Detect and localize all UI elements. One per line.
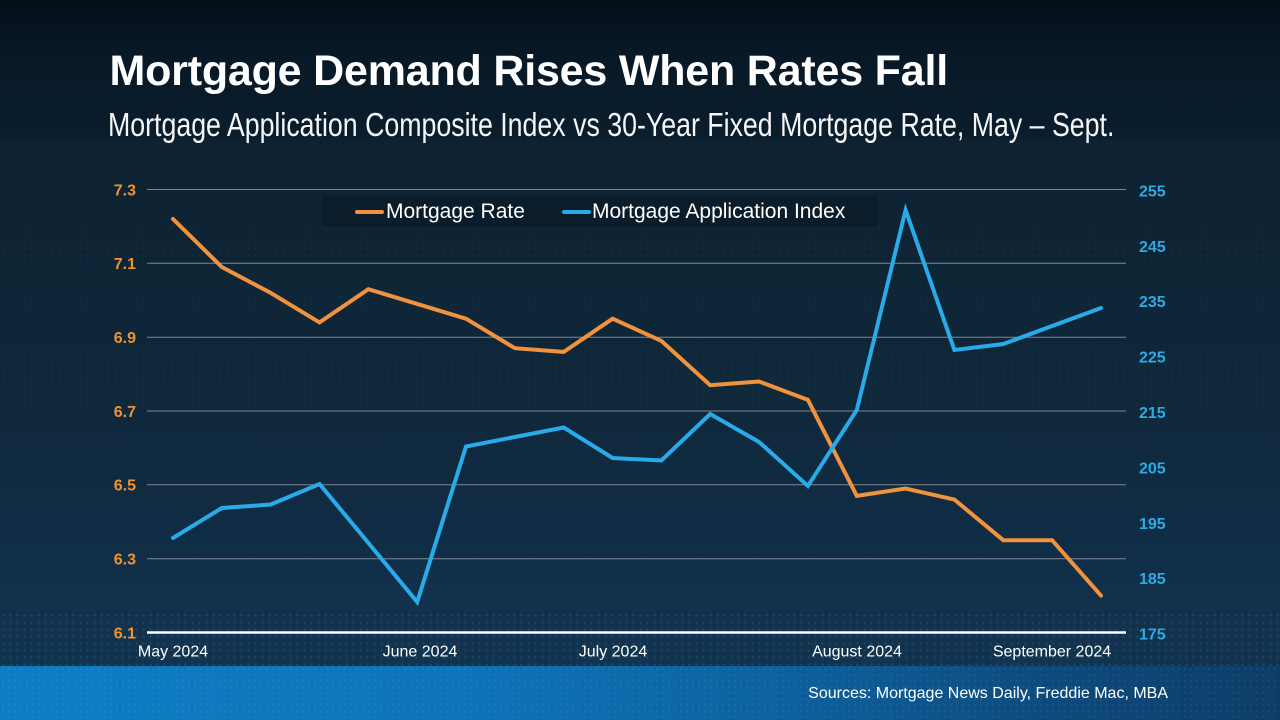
svg-text:175: 175 [1139,627,1166,644]
svg-text:225: 225 [1139,350,1166,367]
svg-text:255: 255 [1139,183,1166,200]
svg-text:August 2024: August 2024 [812,644,902,661]
svg-text:245: 245 [1139,239,1166,256]
svg-text:6.3: 6.3 [114,552,136,569]
svg-text:185: 185 [1139,571,1166,588]
svg-text:6.7: 6.7 [114,404,136,421]
svg-text:195: 195 [1139,516,1166,533]
svg-text:215: 215 [1139,405,1166,422]
svg-text:6.1: 6.1 [114,625,136,642]
svg-text:September 2024: September 2024 [993,644,1111,661]
svg-text:205: 205 [1139,460,1166,477]
svg-text:July 2024: July 2024 [579,644,648,661]
svg-text:May 2024: May 2024 [138,644,208,661]
svg-text:7.3: 7.3 [114,182,136,199]
svg-text:235: 235 [1139,294,1166,311]
svg-text:6.9: 6.9 [114,330,136,347]
svg-text:6.5: 6.5 [114,478,136,495]
svg-text:June 2024: June 2024 [383,644,458,661]
svg-text:7.1: 7.1 [114,256,136,273]
